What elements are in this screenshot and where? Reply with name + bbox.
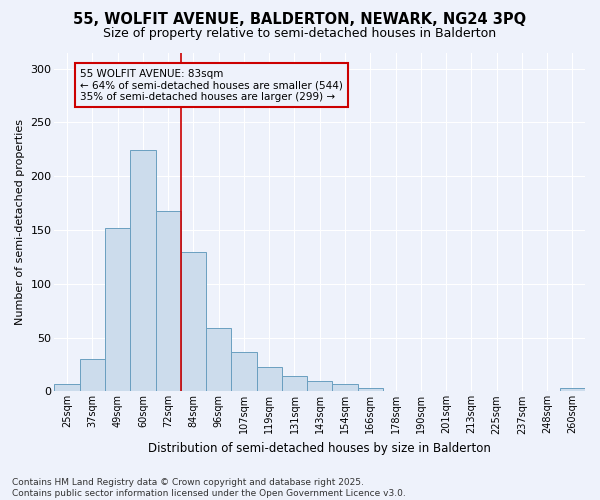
Bar <box>155 210 181 392</box>
Bar <box>560 388 585 392</box>
Bar <box>206 328 232 392</box>
Bar <box>307 380 332 392</box>
Text: 55, WOLFIT AVENUE, BALDERTON, NEWARK, NG24 3PQ: 55, WOLFIT AVENUE, BALDERTON, NEWARK, NG… <box>73 12 527 28</box>
Y-axis label: Number of semi-detached properties: Number of semi-detached properties <box>15 119 25 325</box>
Bar <box>358 388 383 392</box>
Bar <box>105 228 130 392</box>
X-axis label: Distribution of semi-detached houses by size in Balderton: Distribution of semi-detached houses by … <box>148 442 491 455</box>
Bar <box>55 384 80 392</box>
Bar <box>130 150 155 392</box>
Bar <box>282 376 307 392</box>
Text: Size of property relative to semi-detached houses in Balderton: Size of property relative to semi-detach… <box>103 28 497 40</box>
Bar <box>257 366 282 392</box>
Bar <box>332 384 358 392</box>
Text: 55 WOLFIT AVENUE: 83sqm
← 64% of semi-detached houses are smaller (544)
35% of s: 55 WOLFIT AVENUE: 83sqm ← 64% of semi-de… <box>80 68 343 102</box>
Bar <box>80 359 105 392</box>
Bar <box>181 252 206 392</box>
Text: Contains HM Land Registry data © Crown copyright and database right 2025.
Contai: Contains HM Land Registry data © Crown c… <box>12 478 406 498</box>
Bar <box>232 352 257 392</box>
